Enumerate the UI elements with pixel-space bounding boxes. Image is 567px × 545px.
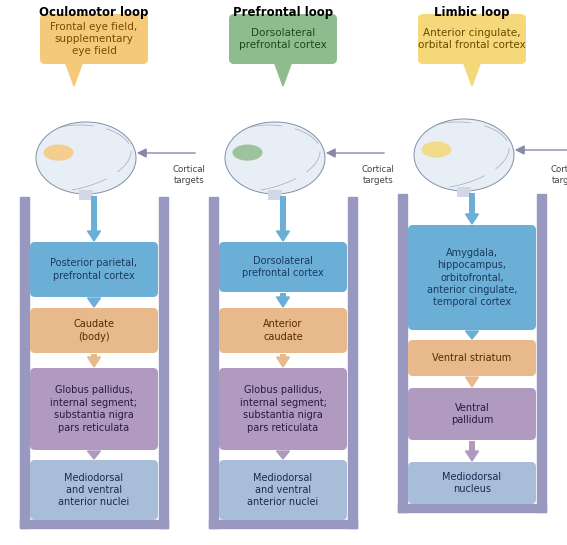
- Text: Mediodorsal
and ventral
anterior nuclei: Mediodorsal and ventral anterior nuclei: [58, 473, 130, 507]
- FancyBboxPatch shape: [30, 242, 158, 297]
- FancyBboxPatch shape: [408, 388, 536, 440]
- Ellipse shape: [421, 142, 451, 158]
- Polygon shape: [466, 377, 479, 387]
- Polygon shape: [466, 214, 479, 224]
- Text: Anterior
caudate: Anterior caudate: [263, 319, 303, 342]
- Text: Globus pallidus,
internal segment;
substantia nigra
pars reticulata: Globus pallidus, internal segment; subst…: [239, 385, 327, 433]
- Bar: [91, 196, 97, 231]
- Bar: [457, 187, 471, 197]
- Bar: [209, 520, 357, 528]
- Polygon shape: [36, 122, 136, 194]
- Bar: [268, 190, 282, 200]
- Bar: [398, 504, 546, 512]
- Polygon shape: [466, 451, 479, 461]
- FancyBboxPatch shape: [408, 340, 536, 376]
- FancyBboxPatch shape: [219, 242, 347, 292]
- FancyBboxPatch shape: [408, 462, 536, 504]
- Text: Cortical
targets: Cortical targets: [362, 165, 395, 185]
- FancyBboxPatch shape: [229, 14, 337, 64]
- Text: Amygdala,
hippocampus,
orbitofrontal,
anterior cingulate,
temporal cortex: Amygdala, hippocampus, orbitofrontal, an…: [427, 247, 517, 307]
- Bar: [537, 194, 546, 512]
- FancyBboxPatch shape: [40, 14, 148, 64]
- Text: Globus pallidus,
internal segment;
substantia nigra
pars reticulata: Globus pallidus, internal segment; subst…: [50, 385, 138, 433]
- FancyBboxPatch shape: [219, 368, 347, 450]
- Text: Cortical
targets: Cortical targets: [172, 165, 205, 185]
- Bar: [20, 520, 168, 528]
- Polygon shape: [87, 231, 100, 241]
- Text: Cortical
targets: Cortical targets: [551, 165, 567, 185]
- Polygon shape: [87, 298, 100, 307]
- Text: Prefrontal loop: Prefrontal loop: [233, 6, 333, 19]
- Bar: [79, 190, 93, 200]
- Bar: [159, 197, 168, 528]
- Polygon shape: [464, 64, 480, 86]
- Text: Dorsolateral
prefrontal cortex: Dorsolateral prefrontal cortex: [242, 256, 324, 278]
- Text: Ventral
pallidum: Ventral pallidum: [451, 403, 493, 425]
- Bar: [280, 196, 286, 231]
- Text: Dorsolateral
prefrontal cortex: Dorsolateral prefrontal cortex: [239, 28, 327, 50]
- Polygon shape: [225, 122, 325, 194]
- Text: Oculomotor loop: Oculomotor loop: [39, 6, 149, 19]
- Text: Posterior parietal,
prefrontal cortex: Posterior parietal, prefrontal cortex: [50, 258, 138, 281]
- FancyBboxPatch shape: [418, 14, 526, 64]
- Polygon shape: [275, 64, 291, 86]
- Bar: [280, 293, 286, 297]
- FancyBboxPatch shape: [408, 225, 536, 330]
- Bar: [20, 197, 29, 528]
- Ellipse shape: [232, 144, 263, 161]
- Bar: [348, 197, 357, 528]
- Polygon shape: [466, 331, 479, 339]
- Text: Anterior cingulate,
orbital frontal cortex: Anterior cingulate, orbital frontal cort…: [418, 28, 526, 50]
- Text: Frontal eye field,
supplementary
eye field: Frontal eye field, supplementary eye fie…: [50, 22, 138, 56]
- Polygon shape: [414, 119, 514, 191]
- Text: Limbic loop: Limbic loop: [434, 6, 510, 19]
- Polygon shape: [277, 297, 290, 307]
- FancyBboxPatch shape: [30, 308, 158, 353]
- Bar: [280, 354, 286, 357]
- Bar: [469, 441, 475, 451]
- Text: Mediodorsal
nucleus: Mediodorsal nucleus: [442, 472, 502, 494]
- Bar: [398, 194, 407, 512]
- Text: Caudate
(body): Caudate (body): [74, 319, 115, 342]
- Ellipse shape: [44, 144, 74, 161]
- Polygon shape: [87, 451, 100, 459]
- FancyBboxPatch shape: [219, 308, 347, 353]
- Polygon shape: [277, 357, 290, 367]
- Bar: [209, 197, 218, 528]
- FancyBboxPatch shape: [30, 368, 158, 450]
- Polygon shape: [87, 357, 100, 367]
- Polygon shape: [277, 231, 290, 241]
- Text: Mediodorsal
and ventral
anterior nuclei: Mediodorsal and ventral anterior nuclei: [247, 473, 319, 507]
- Bar: [469, 193, 475, 214]
- Bar: [91, 354, 97, 357]
- FancyBboxPatch shape: [219, 460, 347, 520]
- Polygon shape: [277, 451, 290, 459]
- FancyBboxPatch shape: [30, 460, 158, 520]
- Text: Ventral striatum: Ventral striatum: [433, 353, 511, 363]
- Polygon shape: [66, 64, 82, 86]
